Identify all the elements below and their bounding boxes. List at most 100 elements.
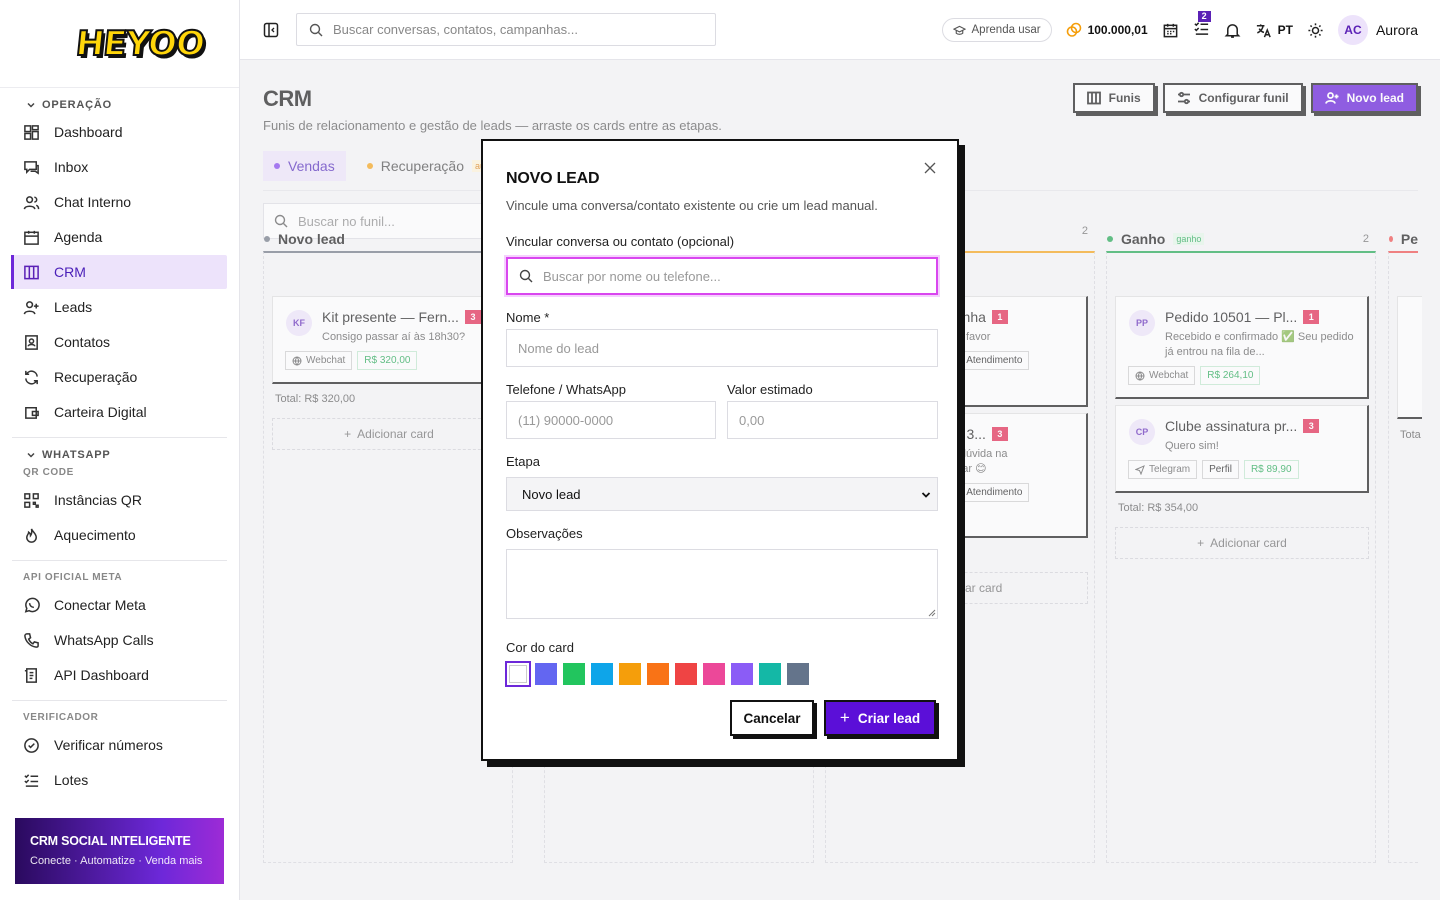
sidebar-item-inbox[interactable]: Inbox <box>12 150 227 184</box>
lead-card[interactable]: PP Pedido 10501 — Pl... 1 Recebido e con… <box>1115 296 1369 399</box>
refresh-icon <box>25 369 38 385</box>
tab-dot <box>274 163 280 169</box>
sidebar-item-aquecimento[interactable]: Aquecimento <box>12 518 227 552</box>
color-swatch[interactable] <box>563 663 585 685</box>
color-swatch[interactable] <box>787 663 809 685</box>
topbar: Buscar conversas, contatos, campanhas...… <box>240 0 1440 60</box>
card-meta: Webchat R$ 264,10 <box>1128 366 1355 385</box>
sidebar-item-api-dashboard[interactable]: API Dashboard <box>12 658 227 692</box>
color-swatch[interactable] <box>759 663 781 685</box>
user-menu[interactable]: AC Aurora <box>1337 15 1418 45</box>
coin-balance-value: 100.000,01 <box>1087 23 1148 37</box>
sidebar-item-chat-interno[interactable]: Chat Interno <box>12 185 227 219</box>
promo-banner[interactable]: CRM SOCIAL INTELIGENTE Conecte · Automat… <box>15 818 224 884</box>
sidebar-item-leads[interactable]: Leads <box>12 290 227 324</box>
calendar-icon[interactable] <box>1162 22 1179 39</box>
funis-button[interactable]: Funis <box>1072 83 1155 113</box>
sidebar-item-crm[interactable]: CRM <box>11 255 227 289</box>
section-operacao-header[interactable]: OPERAÇÃO <box>0 96 239 114</box>
color-swatch[interactable] <box>647 663 669 685</box>
sidebar-item-instancias-qr[interactable]: Instâncias QR <box>12 483 227 517</box>
sidebar-item-contatos[interactable]: Contatos <box>12 325 227 359</box>
cancel-button[interactable]: Cancelar <box>730 700 814 736</box>
sidebar-toggle-icon[interactable] <box>263 22 279 38</box>
card-title: Kit presente — Fern... 3 <box>322 309 492 325</box>
chevron-down-icon <box>921 492 931 498</box>
sun-icon[interactable] <box>1307 22 1324 39</box>
logo-area: HEYOO <box>0 0 239 88</box>
sidebar-nav[interactable]: OPERAÇÃO Dashboard Inbox Chat Interno Ag… <box>0 88 239 802</box>
name-input[interactable]: Nome do lead <box>506 329 938 367</box>
global-search-input[interactable]: Buscar conversas, contatos, campanhas... <box>296 13 716 46</box>
learn-button[interactable]: Aprenda usar <box>941 18 1052 42</box>
lead-card[interactable]: CP Clube assinatura pr... 3 Quero sim! T… <box>1115 405 1369 493</box>
globe-icon <box>292 356 302 366</box>
unread-count: 3 <box>1303 419 1320 433</box>
kanban-icon <box>24 265 39 279</box>
color-swatch[interactable] <box>675 663 697 685</box>
send-icon <box>1135 464 1145 475</box>
sidebar-item-whatsapp-calls[interactable]: WhatsApp Calls <box>12 623 227 657</box>
sidebar-item-carteira-digital[interactable]: Carteira Digital <box>12 395 227 429</box>
language-code: PT <box>1277 23 1293 37</box>
funnel-search-input[interactable]: Buscar no funil... <box>263 203 493 239</box>
whatsapp-icon <box>24 597 40 613</box>
create-lead-button[interactable]: + Criar lead <box>824 700 936 736</box>
phone-input[interactable]: (11) 90000-0000 <box>506 401 716 439</box>
stage-select[interactable]: Novo lead <box>506 477 938 511</box>
sidebar-item-lotes[interactable]: Lotes <box>12 763 227 797</box>
color-swatch[interactable] <box>619 663 641 685</box>
stage-value: Novo lead <box>522 486 581 502</box>
value-input[interactable]: 0,00 <box>727 401 938 439</box>
sidebar-item-verificar-numeros[interactable]: Verificar números <box>12 728 227 762</box>
value-placeholder: 0,00 <box>739 412 765 428</box>
avatar: CP <box>1129 419 1155 445</box>
configurar-funil-button[interactable]: Configurar funil <box>1162 83 1303 113</box>
value-chip: R$ 264,10 <box>1200 366 1261 385</box>
language-selector[interactable]: PT <box>1255 22 1293 39</box>
notes-label: Observações <box>506 526 583 541</box>
column-title: Ganho <box>1121 231 1166 247</box>
bell-icon[interactable] <box>1224 22 1241 39</box>
page-title: CRM <box>263 86 312 111</box>
name-label: Nome * <box>506 310 550 325</box>
column-perdido[interactable]: Pe Tota <box>1388 231 1422 863</box>
unread-count: 3 <box>991 427 1008 441</box>
sidebar-item-dashboard[interactable]: Dashboard <box>12 115 227 149</box>
color-swatch[interactable] <box>731 663 753 685</box>
columns-icon <box>1086 91 1101 105</box>
add-card-button[interactable]: + Adicionar card <box>1115 527 1369 559</box>
coin-balance[interactable]: 100.000,01 <box>1066 22 1148 38</box>
tasks-button[interactable]: 2 <box>1193 11 1211 40</box>
color-swatch[interactable] <box>535 663 557 685</box>
user-plus-icon <box>1324 92 1339 104</box>
color-swatch[interactable] <box>703 663 725 685</box>
column-ganho[interactable]: Ganho ganho 2 PP Pedido 10501 — Pl... 1 … <box>1106 231 1376 863</box>
tab-vendas[interactable]: Vendas <box>263 151 346 181</box>
dashboard-icon <box>24 124 39 140</box>
page-actions: Funis Configurar funil Novo lead <box>1072 83 1418 113</box>
column-total: Total: R$ 354,00 <box>1118 502 1199 514</box>
sidebar-item-recuperacao[interactable]: Recuperação <box>12 360 227 394</box>
sidebar-item-agenda[interactable]: Agenda <box>12 220 227 254</box>
section-whatsapp-header[interactable]: WHATSAPP <box>0 446 239 464</box>
qr-icon <box>24 492 39 508</box>
sidebar-item-conectar-meta[interactable]: Conectar Meta <box>12 588 227 622</box>
novo-lead-button[interactable]: Novo lead <box>1310 83 1418 113</box>
column-count: 2 <box>1362 233 1369 245</box>
heyoo-logo[interactable]: HEYOO <box>73 23 207 65</box>
avatar: AC <box>1337 15 1368 45</box>
lead-card[interactable] <box>1397 296 1422 419</box>
color-swatches <box>505 661 809 687</box>
list-check-icon <box>24 773 39 787</box>
link-search-input[interactable]: Buscar por nome ou telefone... <box>506 257 938 295</box>
color-swatch[interactable] <box>591 663 613 685</box>
column-header: Ganho ganho 2 <box>1107 231 1375 247</box>
tasks-badge: 2 <box>1197 11 1211 22</box>
doc-icon <box>24 667 37 683</box>
phone-label: Telefone / WhatsApp <box>506 382 626 397</box>
notes-textarea[interactable] <box>506 549 938 619</box>
close-icon[interactable] <box>924 162 936 174</box>
color-swatch[interactable] <box>505 661 531 687</box>
lead-card[interactable]: KF Kit presente — Fern... 3 Consigo pass… <box>272 296 506 384</box>
